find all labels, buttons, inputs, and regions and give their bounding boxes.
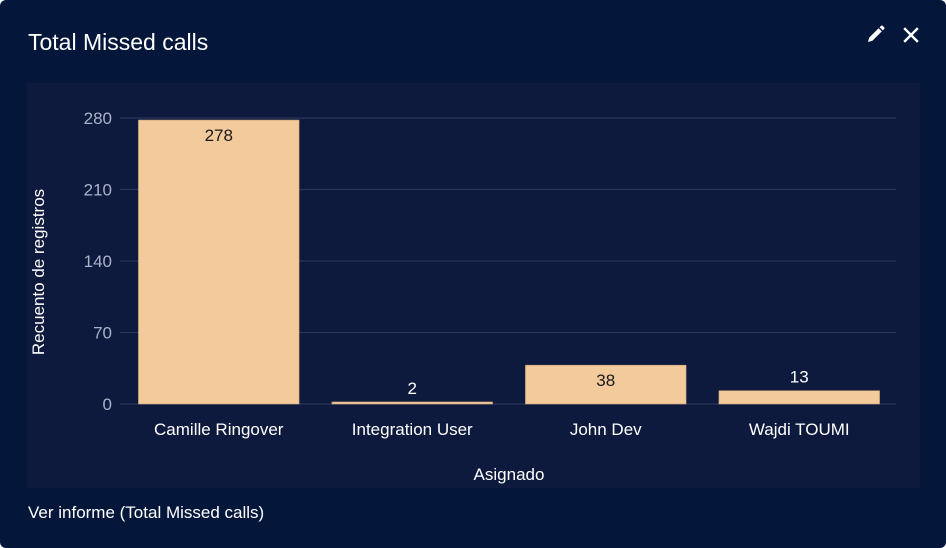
y-tick-labels: 0 70 140 210 280 bbox=[84, 109, 112, 414]
bar bbox=[138, 119, 300, 405]
edit-button[interactable] bbox=[862, 22, 888, 48]
bar-value-label: 2 bbox=[408, 379, 417, 398]
view-report-link[interactable]: Ver informe (Total Missed calls) bbox=[28, 503, 265, 522]
bar bbox=[331, 401, 493, 405]
x-tick-label: Camille Ringover bbox=[154, 420, 284, 439]
bars bbox=[138, 119, 880, 405]
close-icon bbox=[903, 27, 919, 43]
bar-chart: 0 70 140 210 280 278 2 38 13 Camille Ringover In… bbox=[29, 109, 896, 484]
bar-labels: 278 2 38 13 bbox=[205, 126, 809, 398]
pencil-icon bbox=[868, 25, 885, 42]
y-tick-label: 70 bbox=[93, 324, 112, 343]
x-tick-label: Integration User bbox=[352, 420, 473, 439]
x-tick-labels: Camille Ringover Integration User John Dev… bbox=[154, 420, 850, 439]
y-axis-label: Recuento de registros bbox=[29, 189, 48, 355]
x-tick-label: Wajdi TOUMI bbox=[749, 420, 850, 439]
bar bbox=[718, 390, 880, 405]
close-button[interactable] bbox=[898, 22, 924, 48]
bar bbox=[525, 364, 687, 405]
chart-area: 0 70 140 210 280 278 2 38 13 Camille Ringover In… bbox=[27, 83, 920, 488]
bar-value-label: 38 bbox=[596, 371, 615, 390]
bar-value-label: 13 bbox=[790, 368, 809, 387]
y-tick-label: 280 bbox=[84, 109, 112, 128]
y-tick-label: 0 bbox=[103, 395, 112, 414]
y-tick-label: 140 bbox=[84, 252, 112, 271]
x-axis-label: Asignado bbox=[474, 465, 545, 484]
bar-value-label: 278 bbox=[205, 126, 233, 145]
x-tick-label: John Dev bbox=[570, 420, 642, 439]
card-title: Total Missed calls bbox=[28, 29, 209, 55]
y-tick-label: 210 bbox=[84, 181, 112, 200]
